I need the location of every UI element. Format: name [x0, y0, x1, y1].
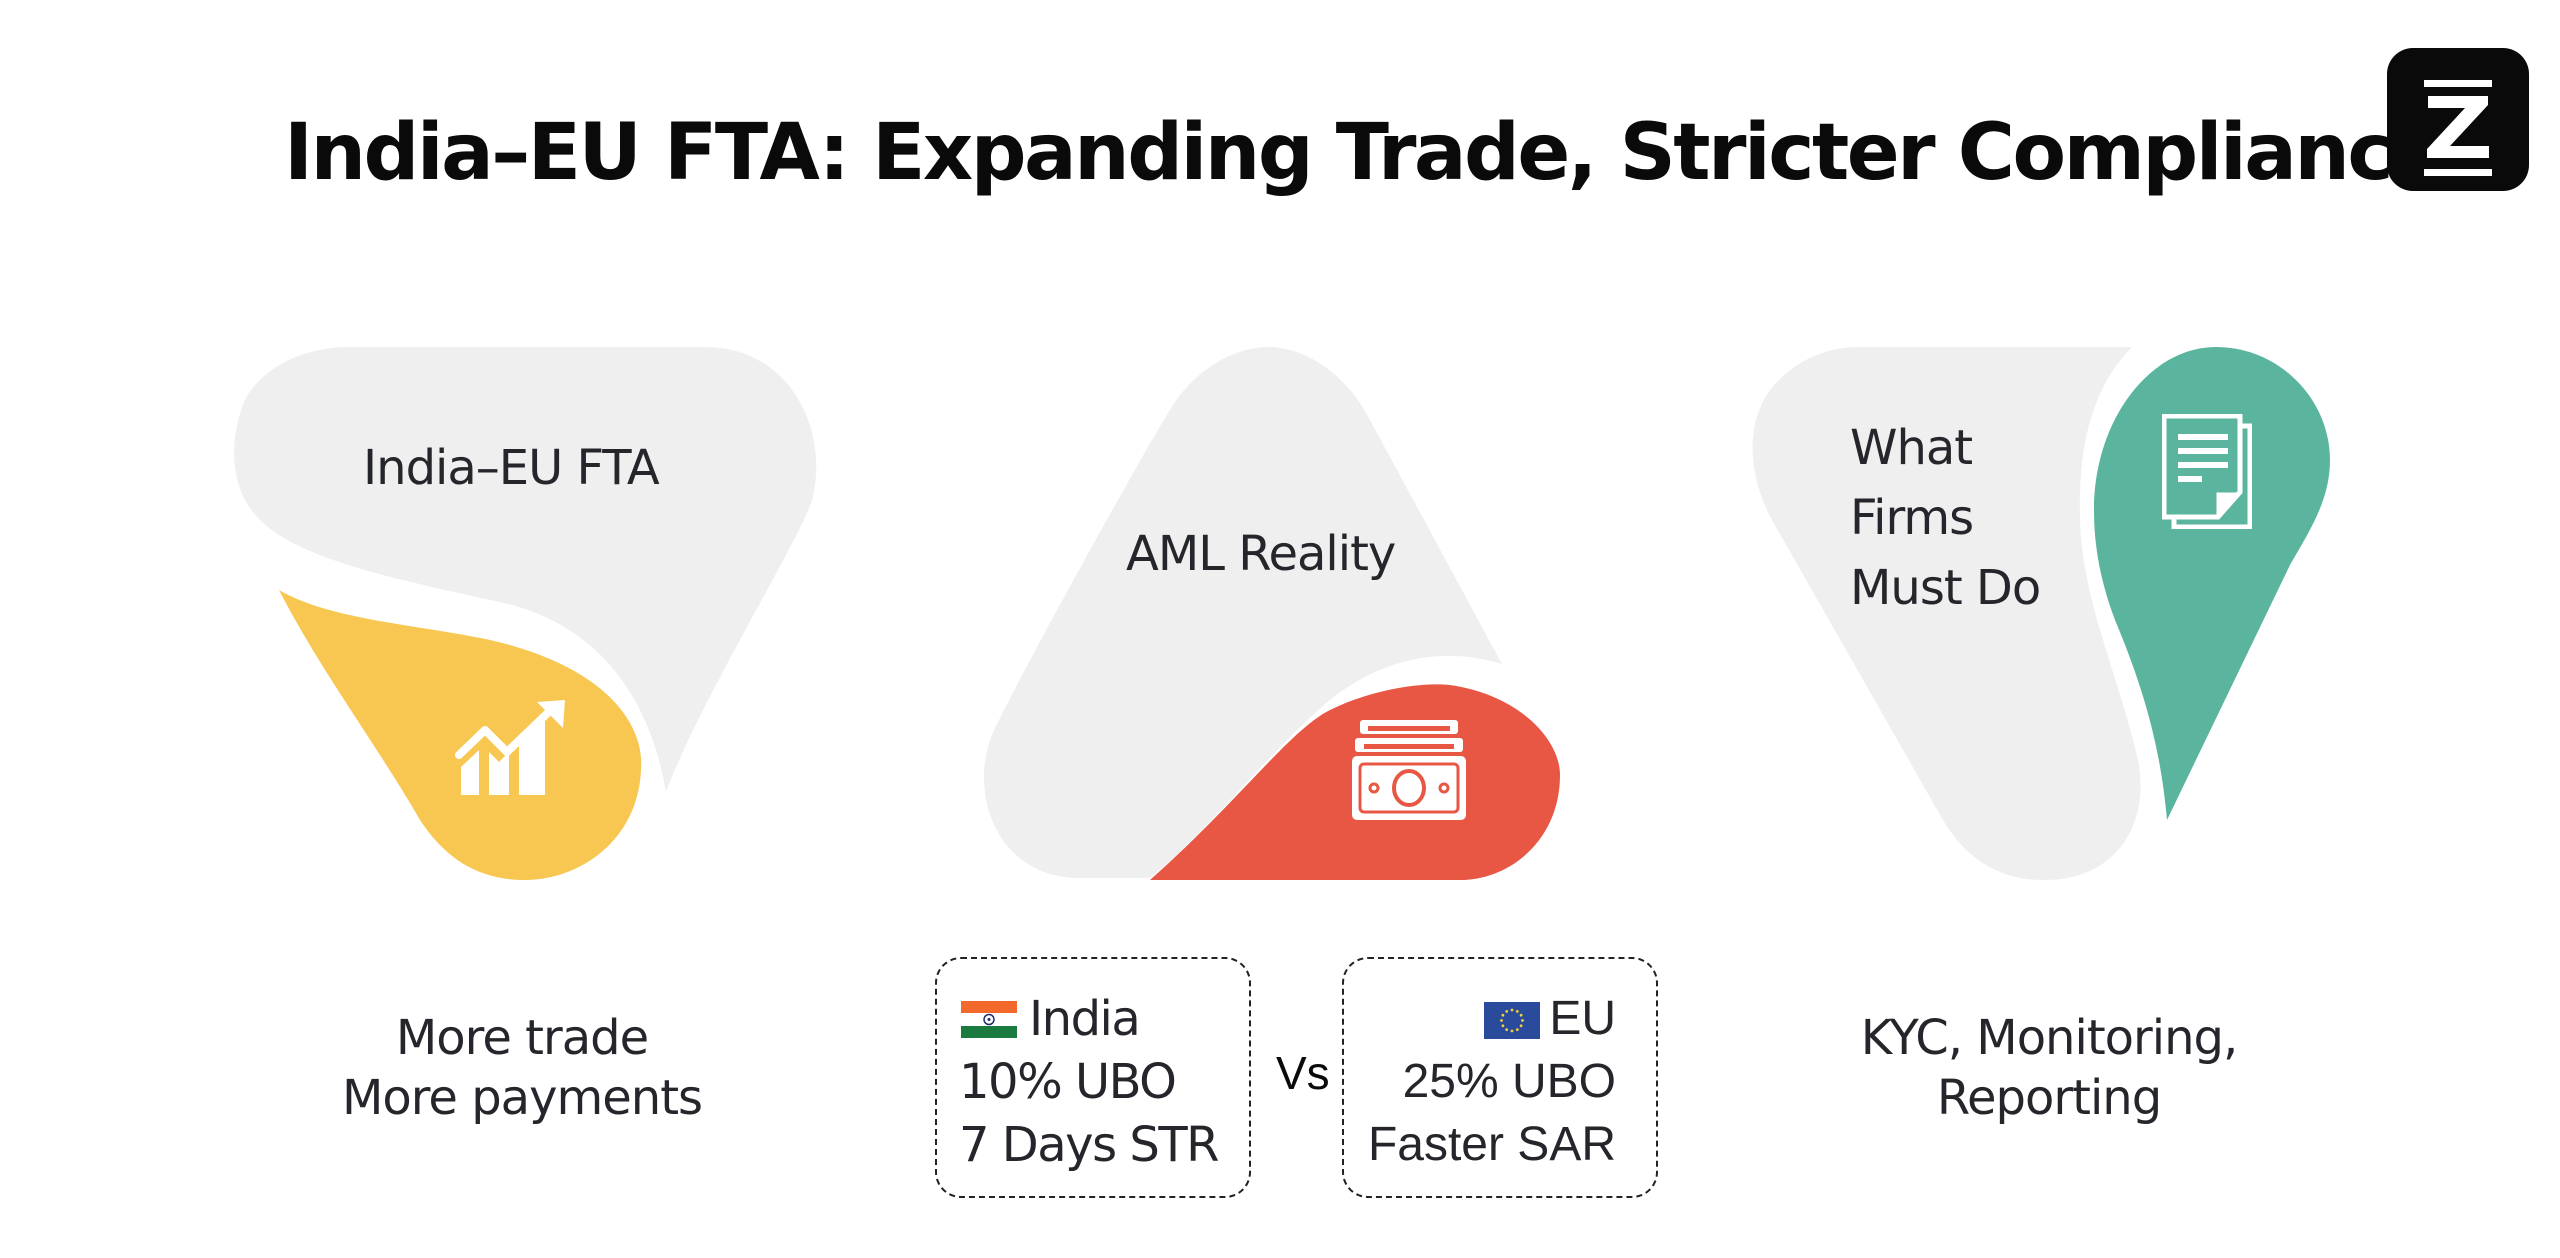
india-ubo: 10% UBO: [959, 1054, 1177, 1110]
money-stack-icon: [1352, 720, 1466, 820]
india-name: India: [1029, 991, 1141, 1047]
panel-3-label-line-2: Firms: [1850, 490, 1974, 546]
documents-icon: [2162, 414, 2252, 529]
panel-3-grey-shape: [1752, 347, 2141, 880]
panel-1-yellow-drop: [279, 590, 642, 880]
panel-3-teal-pin: [2094, 347, 2330, 820]
eu-flag-icon: [1484, 1002, 1540, 1039]
panel-3-label-line-1: What: [1850, 420, 1973, 476]
india-flag-icon: [961, 1001, 1017, 1038]
panel-3-caption-line-2: Reporting: [1936, 1070, 2162, 1126]
panel-1-grey-shape: [234, 347, 817, 792]
panel-3-label-line-3: Must Do: [1850, 560, 2041, 616]
panel-3-caption: KYC, Monitoring, Reporting: [1809, 1008, 2289, 1128]
panel-1-caption: More trade More payments: [292, 1008, 752, 1128]
page-title: India–EU FTA: Expanding Trade, Stricter …: [284, 108, 2444, 198]
growth-chart-icon: [455, 700, 565, 795]
eu-comparison-box: EU 25% UBO Faster SAR: [1342, 957, 1658, 1198]
panel-2-grey-shape: [984, 347, 1502, 878]
eu-name: EU: [1549, 992, 1616, 1045]
panel-3-caption-line-1: KYC, Monitoring,: [1860, 1010, 2238, 1066]
india-str: 7 Days STR: [959, 1117, 1219, 1173]
panel-1-caption-line-1: More trade: [395, 1010, 649, 1066]
eu-sar: Faster SAR: [1367, 1118, 1616, 1171]
panel-2-label: AML Reality: [1126, 526, 1396, 582]
india-comparison-box: India 10% UBO 7 Days STR: [935, 957, 1251, 1198]
z-logo-icon: [2387, 48, 2529, 191]
panel-1-caption-line-2: More payments: [341, 1070, 703, 1126]
vs-label: Vs: [1276, 1047, 1330, 1099]
eu-ubo: 25% UBO: [1402, 1055, 1616, 1108]
panel-1-label: India–EU FTA: [363, 440, 660, 496]
